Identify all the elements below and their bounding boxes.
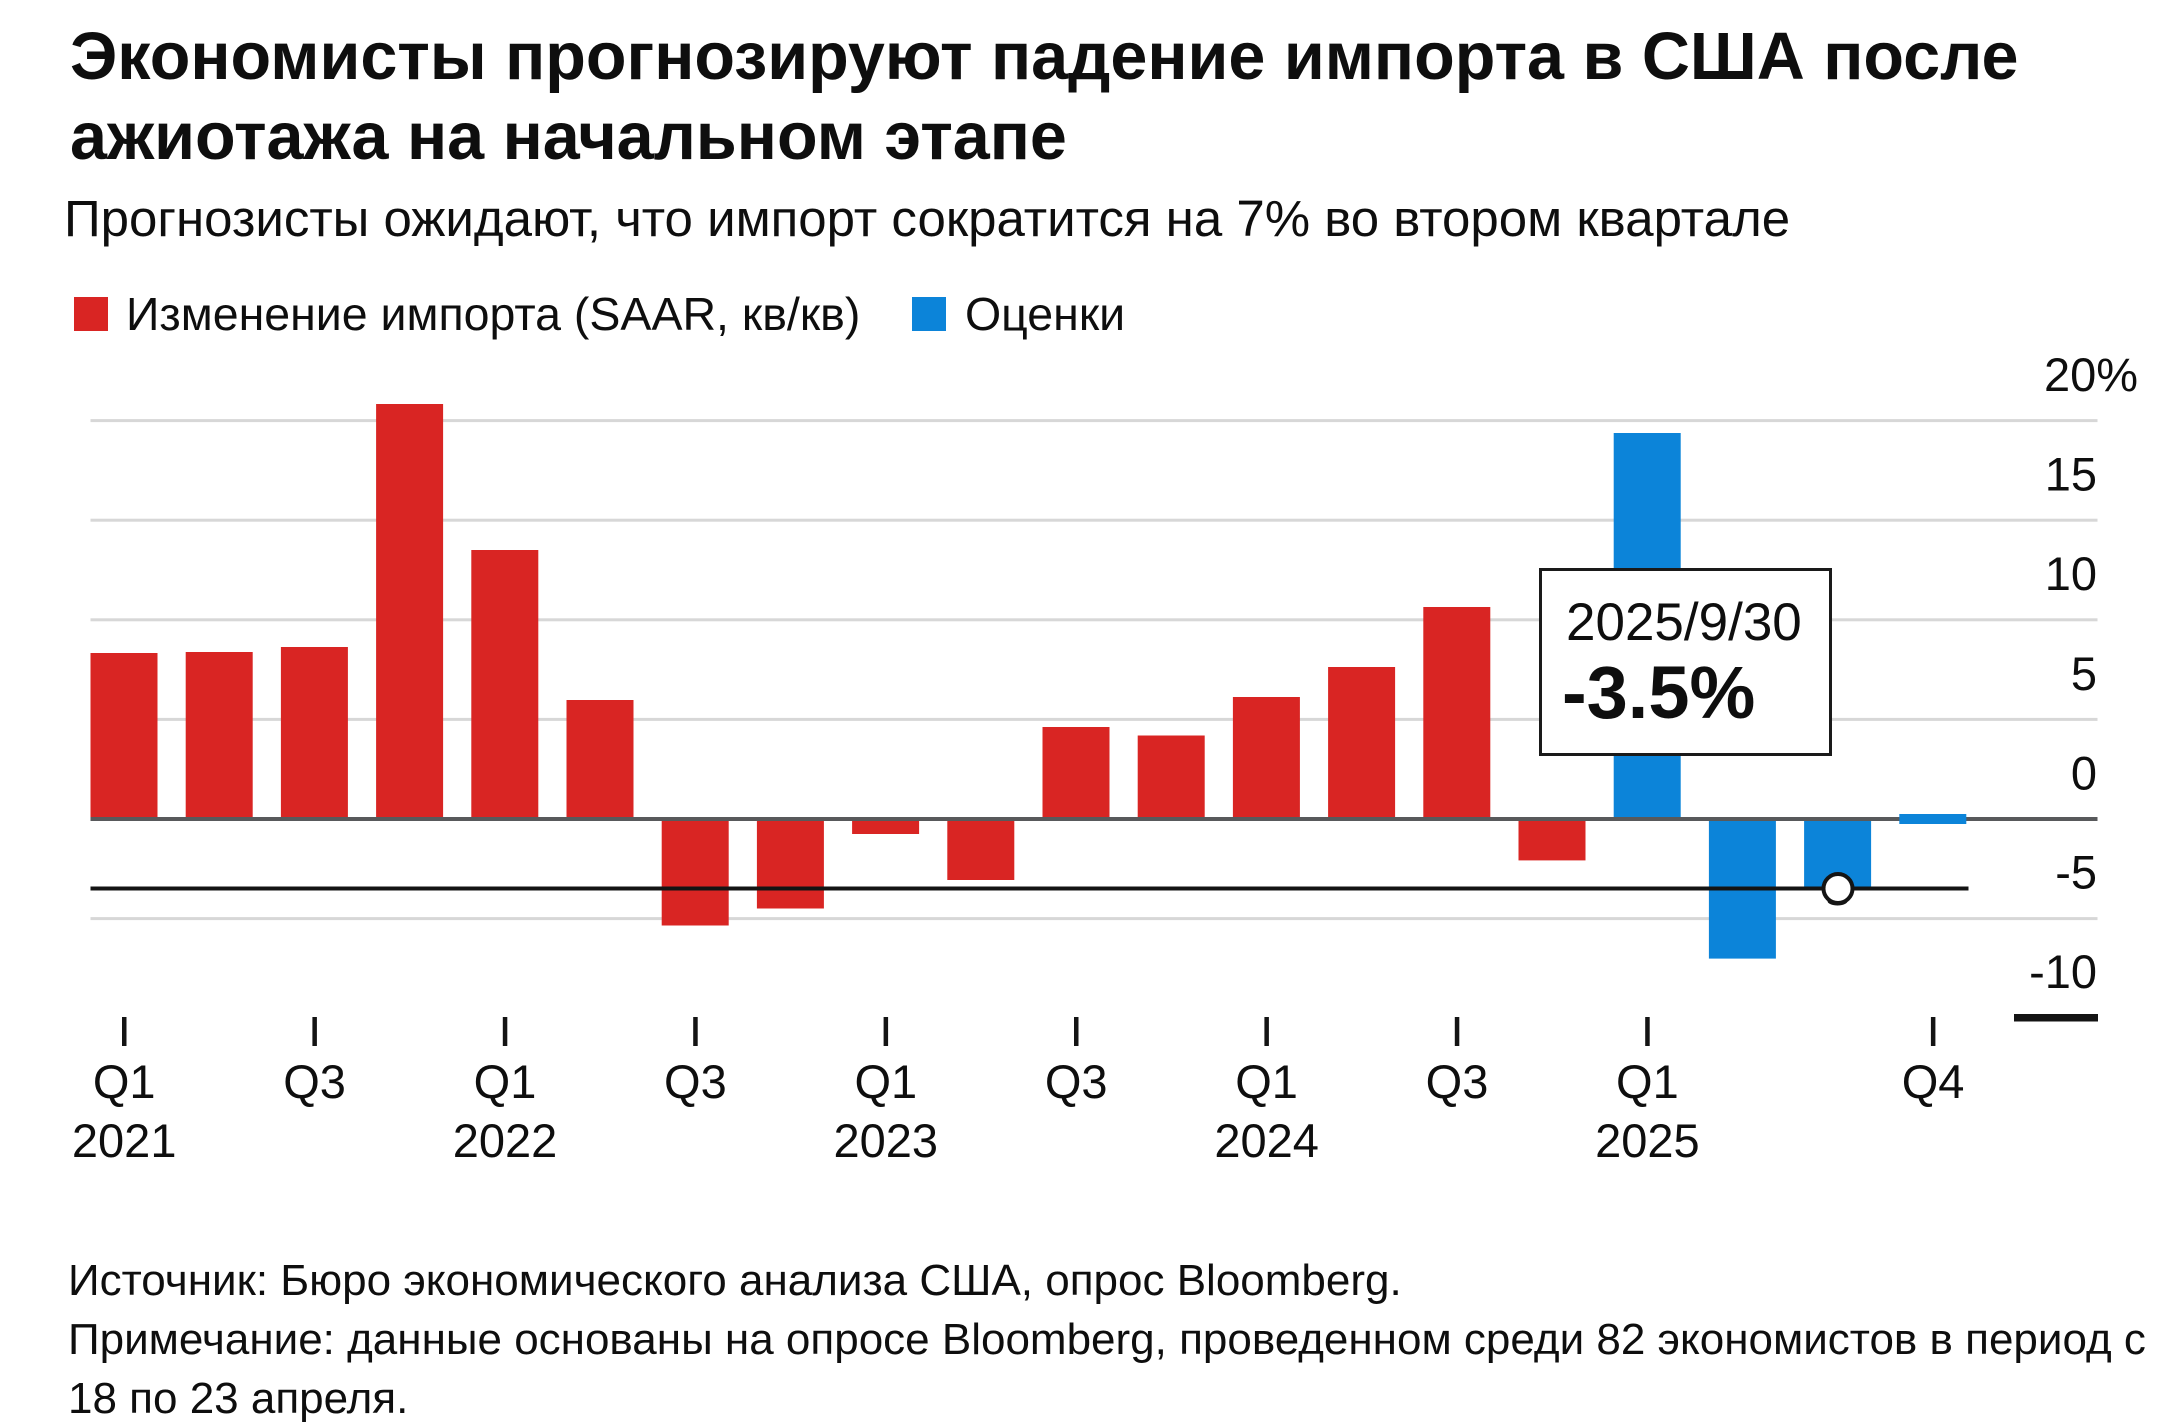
svg-text:Q1: Q1 bbox=[1616, 1055, 1679, 1108]
svg-text:Q1: Q1 bbox=[93, 1055, 156, 1108]
svg-text:5: 5 bbox=[2071, 647, 2097, 700]
svg-text:Q3: Q3 bbox=[1045, 1055, 1108, 1108]
svg-text:20%: 20% bbox=[2044, 348, 2138, 401]
svg-text:Q3: Q3 bbox=[283, 1055, 346, 1108]
svg-text:2025/9/30: 2025/9/30 bbox=[1566, 593, 1802, 652]
svg-text:Q4: Q4 bbox=[1902, 1055, 1965, 1108]
svg-text:-5: -5 bbox=[2055, 846, 2097, 899]
svg-text:2024: 2024 bbox=[1214, 1114, 1319, 1167]
svg-text:0: 0 bbox=[2071, 746, 2097, 799]
svg-text:2021: 2021 bbox=[72, 1114, 177, 1167]
svg-text:2023: 2023 bbox=[834, 1114, 939, 1167]
svg-text:-10: -10 bbox=[2029, 945, 2097, 998]
svg-text:2022: 2022 bbox=[453, 1114, 558, 1167]
svg-text:Q1: Q1 bbox=[854, 1055, 917, 1108]
svg-text:10: 10 bbox=[2045, 547, 2097, 600]
svg-text:15: 15 bbox=[2045, 448, 2097, 501]
svg-text:Q3: Q3 bbox=[1426, 1055, 1489, 1108]
svg-text:-3.5%: -3.5% bbox=[1562, 651, 1755, 734]
svg-text:2025: 2025 bbox=[1595, 1114, 1700, 1167]
svg-text:Q1: Q1 bbox=[474, 1055, 537, 1108]
svg-text:Q1: Q1 bbox=[1235, 1055, 1298, 1108]
svg-text:Q3: Q3 bbox=[664, 1055, 727, 1108]
